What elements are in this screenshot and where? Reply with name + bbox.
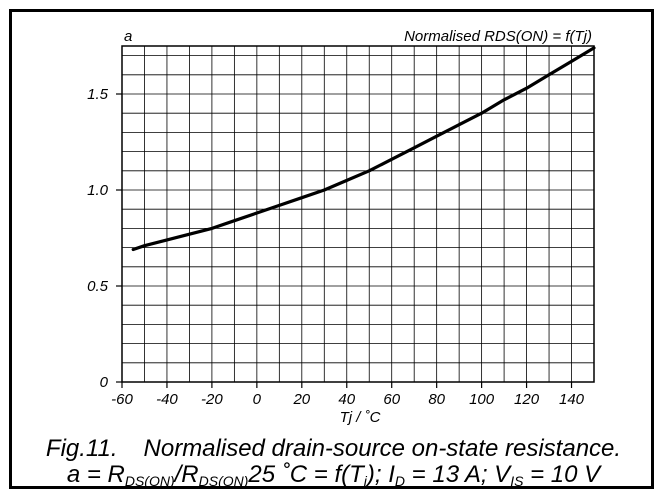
data-point [435,135,438,138]
caption-subscript: DS(ON) [124,473,175,489]
data-point [300,196,304,199]
y-tick-label: 1.5 [87,86,109,103]
x-tick-label: 20 [292,391,310,408]
data-point [480,112,483,115]
x-tick-label: -20 [201,391,223,408]
caption-subscript: IS [510,473,524,489]
x-tick-label: 80 [428,391,445,408]
minor-gridlines [122,46,594,382]
y-tick-label: 0.5 [87,278,109,295]
data-point [188,232,191,236]
data-point [323,188,326,192]
axis-ticks [116,93,573,388]
data-point [390,158,393,161]
data-point [132,248,135,251]
x-tick-label: 140 [559,391,585,408]
data-point [592,46,596,50]
caption-line-2: a = RDS(ON)/RDS(ON)25 ˚C = f(Tj); ID = 1… [0,461,667,489]
y-tick-label: 1.0 [87,182,109,199]
chart: -60 -40 -20 0 20 40 60 80 100 120 140 0 0.5 1.0 1.5 a No… [87,28,596,426]
x-tick-label: 100 [469,391,495,408]
caption-part: a = R [66,461,125,488]
data-point [233,219,236,222]
caption-part: 25 ˚C = f(T [248,461,364,488]
data-point [143,244,146,247]
chart-title: Normalised RDS(ON) = f(Tj) [404,28,592,45]
caption-part: ); I [366,461,395,488]
caption-subscript: D [394,473,406,489]
figure-frame [9,9,654,489]
data-point [525,87,528,90]
data-point [345,179,348,182]
data-point [368,169,371,172]
caption-subscript: j [363,473,367,489]
caption-subscript: DS(ON) [198,473,249,489]
caption-part: = 10 V [523,461,601,488]
caption-part: = 13 A; V [405,461,511,488]
x-axis-label: Tj / ˚C [340,409,381,426]
figure-label: Fig.11. [45,435,118,462]
x-tick-label: 120 [514,391,540,408]
x-tick-label: -60 [111,391,133,408]
caption-title: Normalised drain-source on-state resista… [143,435,622,462]
x-tick-label: 0 [253,391,262,408]
series-line [131,46,596,252]
data-point [255,211,259,215]
x-tick-label: 60 [383,391,400,408]
data-point [165,238,169,242]
caption-line-1: Fig.11. Normalised drain-source on-state … [0,436,667,462]
data-point [570,60,573,63]
plot-border [121,45,595,383]
data-point [502,98,506,101]
caption-part: /R [174,461,199,488]
y-axis-label: a [124,28,132,45]
data-point [278,204,281,207]
data-point [457,123,461,126]
x-tick-label: 40 [338,391,355,408]
y-tick-label: 0 [100,374,109,391]
data-point [547,73,551,77]
data-point [412,146,416,149]
data-point [210,227,214,230]
axis-labels: -60 -40 -20 0 20 40 60 80 100 120 140 0 0.5 1.0 1.5 a No… [87,28,592,426]
series-group [131,46,596,252]
x-tick-label: -40 [156,391,178,408]
